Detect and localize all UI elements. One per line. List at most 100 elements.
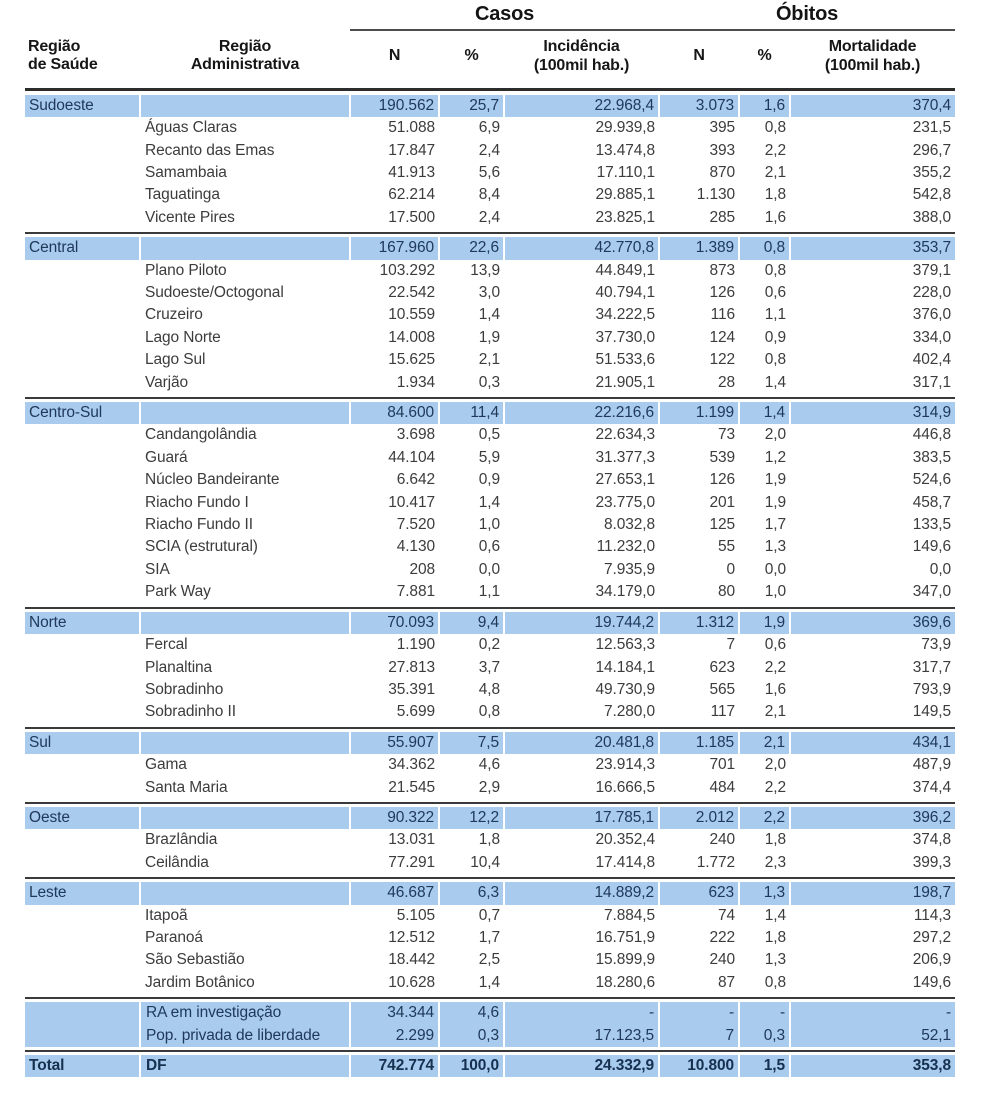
col-header-mortalidade: Mortalidade (100mil hab.) [824,38,921,74]
casos-n-cell: 10.417 [388,493,435,511]
casos-pct-cell: 25,7 [439,94,505,118]
casos-pct-cell: 11,4 [439,402,505,425]
casos-n-cell: 90.322 [350,806,440,830]
casos-pct-cell: 1,7 [478,928,500,946]
obitos-pct-cell: 2,1 [764,163,787,181]
incidencia-cell: 22.216,6 [504,402,661,425]
incidencia-cell: 17.110,1 [596,163,656,181]
incidencia-cell: 23.775,0 [595,493,656,511]
casos-n-cell: 7.520 [396,516,435,534]
region-cell [25,949,140,971]
obitos-pct-cell: 1,9 [764,471,787,489]
casos-n-cell: 4.130 [396,538,435,556]
col-header-regiao-saude: Região de Saúde [28,37,98,74]
incidencia-cell: 23.914,3 [595,756,656,774]
casos-pct-cell: 10,4 [470,853,500,871]
obitos-n-cell: 1.199 [659,402,741,425]
table-row: Sobradinho II 5.699 0,8 7.280,0 117 2,1 149,5 [25,701,955,723]
admin-cell: Sobradinho II [145,703,236,721]
casos-pct-cell: 1,0 [478,516,500,534]
region-cell [25,1024,141,1047]
obitos-pct-cell: 1,5 [739,1055,792,1078]
table-row: Fercal 1.190 0,2 12.563,3 7 0,6 73,9 [25,634,955,656]
obitos-pct-cell: 1,4 [764,906,787,924]
table-body: Sudoeste 190.562 25,7 22.968,4 3.073 1,6 370,4… [25,84,956,1078]
col-header-regiao-administrativa: Região Administrativa [190,37,300,74]
region-cell [25,754,140,776]
incidencia-cell: 20.352,4 [595,831,656,849]
admin-cell: Lago Sul [145,351,206,369]
section-header-row: Norte 70.093 9,4 19.744,2 1.312 1,9 369,6 [25,611,956,635]
table-row: Sudoeste/Octogonal 22.542 3,0 40.794,1 126 0,… [25,282,955,304]
obitos-pct-cell: 1,9 [739,611,792,635]
mortalidade-cell: 355,2 [912,163,952,181]
casos-n-cell: 35.391 [388,680,435,698]
region-cell [25,701,140,723]
divider-line [25,84,956,95]
divider-line [25,798,956,807]
incidencia-cell: 7.884,5 [604,906,656,924]
obitos-n-cell: 122 [709,351,736,369]
incidencia-cell: 44.849,1 [595,261,656,279]
table-row: Planaltina 27.813 3,7 14.184,1 623 2,2 317,7 [25,657,955,679]
col-header-casos-n: N [388,47,401,65]
group-header-casos: Casos [350,2,660,31]
admin-cell: Samambaia [145,163,227,181]
admin-cell [140,237,351,260]
region-cell: Leste [25,882,141,905]
table-row: Taguatinga 62.214 8,4 29.885,1 1.130 1,8 542,8 [25,184,955,206]
table-row: Candangolândia 3.698 0,5 22.634,3 73 2,0 446,8 [25,424,955,446]
table-row: Lago Sul 15.625 2,1 51.533,6 122 0,8 402,4 [25,349,955,371]
casos-n-cell: 3.698 [396,426,435,444]
region-cell [25,282,140,304]
obitos-pct-cell: 0,8 [764,351,787,369]
obitos-n-cell: 2.012 [659,806,741,830]
region-cell [25,162,140,184]
obitos-pct-cell: 1,0 [764,583,787,601]
obitos-n-cell: 701 [709,756,736,774]
region-cell [25,424,140,446]
admin-cell: São Sebastião [145,951,245,969]
admin-cell: Park Way [145,583,211,601]
region-cell [25,829,140,851]
casos-n-cell: 18.442 [388,951,435,969]
admin-cell: SCIA (estrutural) [145,538,258,556]
obitos-n-cell: 73 [717,426,736,444]
obitos-n-cell: 124 [709,328,736,346]
admin-cell: Cruzeiro [145,306,203,324]
mortalidade-cell: 376,0 [912,306,952,324]
casos-pct-cell: 13,9 [470,261,500,279]
admin-cell: Núcleo Bandeirante [145,471,280,489]
mortalidade-cell: - [790,1002,956,1025]
casos-n-cell: 742.774 [350,1055,440,1078]
mortalidade-cell: 314,9 [790,402,956,425]
region-cell [25,536,140,558]
casos-pct-cell: 0,3 [439,1024,505,1047]
obitos-pct-cell: 2,1 [764,703,787,721]
casos-pct-cell: 0,6 [478,538,500,556]
casos-n-cell: 5.105 [396,906,435,924]
admin-cell: SIA [145,560,170,578]
obitos-n-cell: - [659,1002,741,1025]
footer-row: Pop. privada de liberdade 2.299 0,3 17.123,… [25,1024,956,1047]
mortalidade-cell: 347,0 [912,583,952,601]
mortalidade-cell: 231,5 [912,119,952,137]
casos-n-cell: 27.813 [388,658,435,676]
obitos-n-cell: 395 [709,119,736,137]
obitos-pct-cell: 2,2 [764,778,787,796]
admin-cell: Varjão [145,373,189,391]
region-cell [25,852,140,874]
admin-cell: Santa Maria [145,778,228,796]
incidencia-cell: 16.666,5 [595,778,656,796]
col-header-casos-pct: % [464,47,479,65]
section-divider [25,798,956,807]
incidencia-cell: 34.179,0 [595,583,656,601]
obitos-n-cell: 539 [709,448,736,466]
obitos-pct-cell: 2,2 [764,141,787,159]
casos-pct-cell: 6,3 [439,882,505,905]
obitos-pct-cell: 1,3 [764,538,787,556]
incidencia-cell: 22.634,3 [595,426,656,444]
incidencia-cell: 20.481,8 [504,731,661,755]
mortalidade-cell: 317,7 [912,658,952,676]
table-row: Paranoá 12.512 1,7 16.751,9 222 1,8 297,2 [25,927,955,949]
